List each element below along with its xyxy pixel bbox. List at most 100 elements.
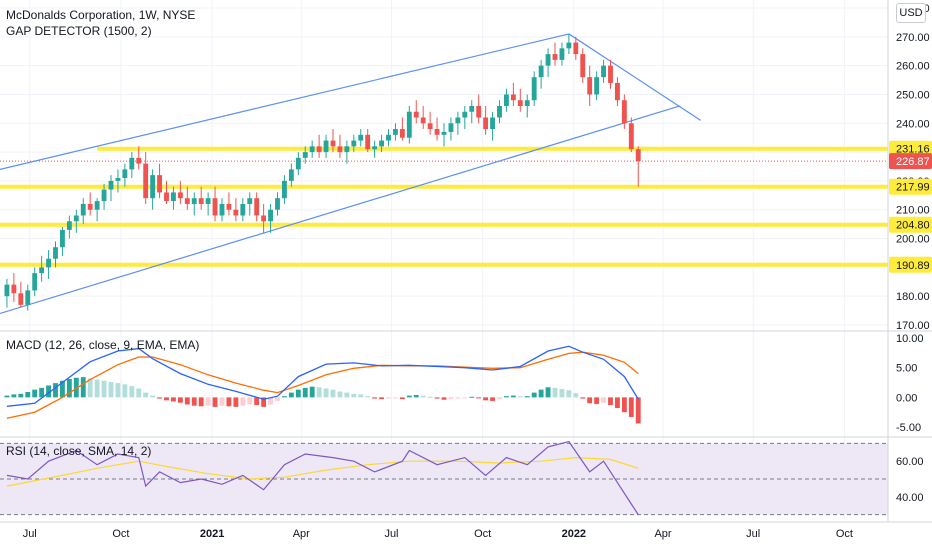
candle <box>275 192 280 216</box>
candle-body <box>566 42 572 49</box>
macd-histogram-bar <box>150 395 156 398</box>
candle-body <box>4 284 10 297</box>
macd-signal-line <box>6 351 639 419</box>
candle <box>337 134 343 158</box>
candle <box>46 250 51 279</box>
candle-body <box>101 189 107 202</box>
candle <box>122 163 128 187</box>
candle-body <box>323 140 329 153</box>
candle-body <box>46 258 51 268</box>
macd-histogram-bar <box>226 397 232 407</box>
macd-histogram-bar <box>580 397 586 399</box>
candles-layer[interactable] <box>4 33 641 311</box>
candle-body <box>288 169 294 181</box>
currency-button[interactable]: USD <box>896 3 926 23</box>
price-axis-marker-bg <box>889 256 932 273</box>
macd-histogram-bar <box>608 397 613 406</box>
candle <box>219 198 225 222</box>
candle-body <box>386 134 391 141</box>
candle <box>469 100 475 124</box>
candle-body <box>615 82 620 101</box>
time-axis-label: Apr <box>654 528 671 540</box>
candle-body <box>219 203 225 216</box>
candle-body <box>524 100 530 106</box>
candle <box>261 203 267 233</box>
macd-line <box>6 345 639 407</box>
candle-body <box>136 157 142 164</box>
candle <box>233 198 239 222</box>
candle-body <box>330 140 336 147</box>
candle <box>73 209 79 233</box>
candle <box>66 215 72 239</box>
macd-histogram-bar <box>462 397 468 399</box>
candle <box>538 59 544 89</box>
candle-body <box>573 42 579 55</box>
macd-histogram-bar <box>316 387 322 398</box>
macd-histogram-bar <box>261 397 267 407</box>
candle <box>53 241 58 268</box>
macd-histogram-bar <box>247 397 253 405</box>
candle <box>164 180 169 204</box>
price-axis-tick: 250.00 <box>896 89 930 101</box>
chart-title[interactable]: McDonalds Corporation, 1W, NYSE <box>6 8 196 22</box>
candle-body <box>608 65 613 83</box>
candle-body <box>420 117 426 124</box>
rsi-ma-line <box>6 456 639 487</box>
candle-body <box>129 157 135 170</box>
candle <box>517 88 523 112</box>
macd-histogram-bar <box>358 394 364 398</box>
macd-histogram-bar <box>379 397 384 400</box>
candle <box>351 134 357 153</box>
candle <box>268 203 273 233</box>
candle <box>580 48 586 83</box>
candle-body <box>268 209 273 222</box>
candle <box>455 111 461 135</box>
macd-histogram-bar <box>254 397 260 406</box>
candle-body <box>406 111 412 138</box>
macd-histogram-bar <box>275 397 280 401</box>
macd-histogram-bar <box>531 392 537 398</box>
candle <box>628 117 634 153</box>
macd-histogram-bar <box>510 395 516 398</box>
candle-body <box>316 146 322 153</box>
price-axis-tick: 210.00 <box>896 205 930 217</box>
candle <box>302 146 308 164</box>
macd-histogram-bar <box>115 383 121 398</box>
candle <box>309 140 315 158</box>
candle-body <box>587 77 593 95</box>
candle <box>358 129 364 147</box>
macd-histogram-bar <box>552 387 558 398</box>
candle-body <box>351 140 357 147</box>
candle <box>365 129 371 153</box>
candle <box>115 169 121 193</box>
price-axis-tick: 260.00 <box>896 61 930 73</box>
candle <box>330 129 336 153</box>
rsi-band-layer <box>0 442 888 516</box>
trendline <box>568 33 702 121</box>
candle <box>615 77 620 106</box>
candle <box>11 273 17 302</box>
rsi-line <box>6 440 639 516</box>
macd-histogram-bar <box>635 397 641 424</box>
candle-body <box>601 65 606 78</box>
candle <box>434 117 440 141</box>
macd-histogram-bar <box>60 380 65 398</box>
candle-body <box>448 123 454 132</box>
indicator-legend-gap-detector[interactable]: GAP DETECTOR (1500, 2) <box>6 24 152 38</box>
indicator-legend-rsi[interactable]: RSI (14, close, SMA, 14, 2) <box>6 444 152 458</box>
candle-body <box>365 134 371 150</box>
macd-histogram-bar <box>545 387 551 398</box>
candle-body <box>261 215 267 222</box>
candle-body <box>212 198 218 216</box>
candle <box>288 163 294 187</box>
candle-body <box>552 54 558 60</box>
candle-body <box>18 293 24 305</box>
macd-histogram-bar <box>587 397 593 404</box>
macd-histogram-bar <box>268 397 273 405</box>
macd-histogram-bar <box>344 392 350 398</box>
time-axis-label: Apr <box>293 528 310 540</box>
indicator-legend-macd[interactable]: MACD (12, 26, close, 9, EMA, EMA) <box>6 338 200 352</box>
macd-histogram-bar <box>205 397 211 406</box>
